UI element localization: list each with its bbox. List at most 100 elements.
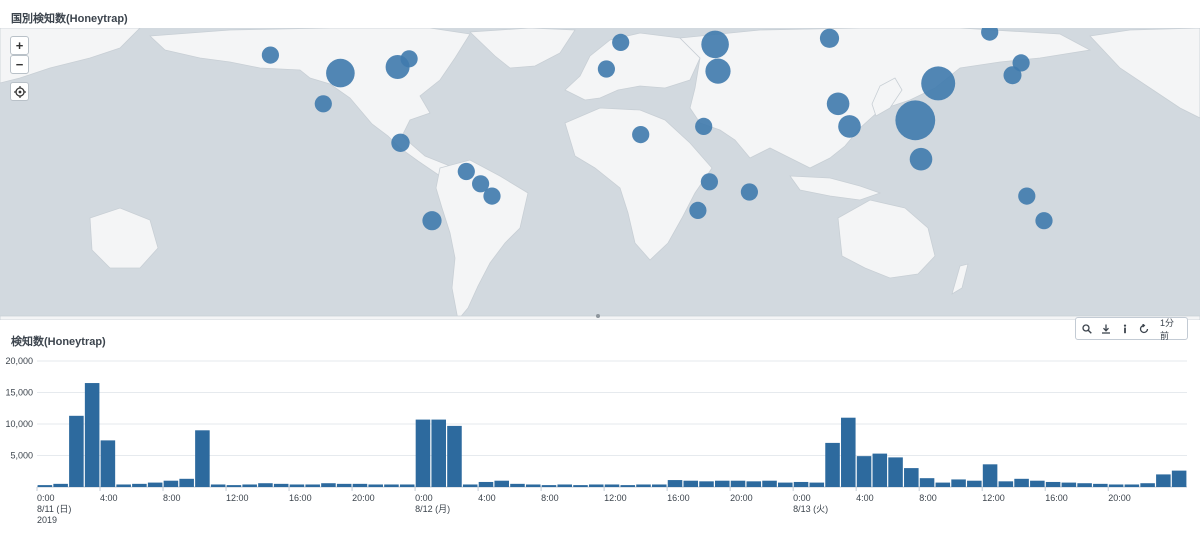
chart-bar[interactable] xyxy=(53,483,68,487)
map-marker[interactable] xyxy=(632,126,650,144)
resize-handle[interactable] xyxy=(596,314,600,318)
chart-bar[interactable] xyxy=(1030,480,1045,487)
chart-bar[interactable] xyxy=(195,430,210,487)
map-marker[interactable] xyxy=(981,28,999,41)
chart-bar[interactable] xyxy=(384,484,399,487)
chart-bar[interactable] xyxy=(510,483,525,487)
map-marker[interactable] xyxy=(921,66,956,101)
chart-bar[interactable] xyxy=(699,481,714,487)
chart-bar[interactable] xyxy=(856,456,872,487)
chart-bar[interactable] xyxy=(352,483,368,487)
chart-bar[interactable] xyxy=(919,478,935,487)
chart-bar[interactable] xyxy=(841,417,856,487)
chart-bar[interactable] xyxy=(1140,483,1155,487)
chart-bar[interactable] xyxy=(321,483,336,487)
chart-bar[interactable] xyxy=(935,482,951,487)
map-marker[interactable] xyxy=(740,183,759,201)
chart-bar[interactable] xyxy=(951,479,966,487)
map-marker[interactable] xyxy=(689,201,707,219)
chart-bar[interactable] xyxy=(132,483,147,487)
chart-bar[interactable] xyxy=(368,484,383,487)
chart-bar[interactable] xyxy=(982,464,998,487)
chart-bar[interactable] xyxy=(69,415,84,487)
map-marker[interactable] xyxy=(1035,212,1053,230)
map-marker[interactable] xyxy=(700,173,719,191)
map-marker[interactable] xyxy=(612,33,630,51)
chart-bar[interactable] xyxy=(541,485,557,487)
zoom-in-button[interactable]: + xyxy=(10,36,29,55)
chart-bar[interactable] xyxy=(37,485,53,487)
map-marker[interactable] xyxy=(826,92,850,116)
chart-bar[interactable] xyxy=(620,485,636,487)
chart-bar[interactable] xyxy=(746,481,762,487)
chart-bar[interactable] xyxy=(1045,481,1061,487)
chart-bar[interactable] xyxy=(809,482,825,487)
map-marker[interactable] xyxy=(1003,66,1022,85)
map-marker[interactable] xyxy=(314,95,332,113)
map-marker[interactable] xyxy=(895,100,936,141)
chart-bar[interactable] xyxy=(147,482,163,487)
chart-bar[interactable] xyxy=(588,484,604,487)
chart-bar[interactable] xyxy=(242,484,257,487)
chart-bar[interactable] xyxy=(998,481,1014,487)
chart-bar[interactable] xyxy=(1014,478,1029,487)
chart-bar[interactable] xyxy=(1077,483,1092,487)
chart-bar[interactable] xyxy=(1124,484,1140,487)
map-marker[interactable] xyxy=(261,46,279,64)
chart-bar[interactable] xyxy=(778,482,793,487)
chart-bar[interactable] xyxy=(872,453,888,487)
map-marker[interactable] xyxy=(695,117,713,135)
chart-bar[interactable] xyxy=(1061,482,1077,487)
chart-bar[interactable] xyxy=(1156,474,1171,487)
map-marker[interactable] xyxy=(472,175,490,193)
chart-bar[interactable] xyxy=(210,484,226,487)
chart-bar[interactable] xyxy=(226,485,242,487)
chart-bar[interactable] xyxy=(1108,484,1124,487)
map-marker[interactable] xyxy=(483,187,501,205)
map-marker[interactable] xyxy=(1012,54,1030,72)
map-marker[interactable] xyxy=(326,58,355,88)
map-marker[interactable] xyxy=(422,211,442,231)
map-marker[interactable] xyxy=(819,28,840,48)
refresh-icon[interactable] xyxy=(1139,322,1150,336)
chart-bar[interactable] xyxy=(793,481,809,487)
chart-bar[interactable] xyxy=(494,480,509,487)
chart-bar[interactable] xyxy=(825,442,840,487)
chart-bar[interactable] xyxy=(84,383,100,487)
map-marker[interactable] xyxy=(391,133,410,152)
zoom-out-button[interactable]: − xyxy=(10,55,29,74)
map-marker[interactable] xyxy=(457,162,475,181)
chart-bar[interactable] xyxy=(100,440,116,487)
map-marker[interactable] xyxy=(705,58,731,84)
download-icon[interactable] xyxy=(1101,322,1112,336)
chart-bar[interactable] xyxy=(1093,483,1108,487)
chart-bar[interactable] xyxy=(525,484,541,487)
chart-bar[interactable] xyxy=(573,485,588,487)
chart-bar[interactable] xyxy=(305,484,320,487)
chart-bar[interactable] xyxy=(636,484,651,487)
chart-bar[interactable] xyxy=(163,480,179,487)
chart-bar[interactable] xyxy=(762,480,777,487)
chart-bar[interactable] xyxy=(289,484,305,487)
chart-bar[interactable] xyxy=(651,484,667,487)
map-marker[interactable] xyxy=(400,50,418,68)
map-marker[interactable] xyxy=(1018,187,1036,205)
chart-bar[interactable] xyxy=(1171,470,1187,487)
magnifier-icon[interactable] xyxy=(1082,322,1093,336)
chart-bar[interactable] xyxy=(604,484,620,487)
chart-bar[interactable] xyxy=(179,478,194,487)
chart-bar[interactable] xyxy=(415,419,431,487)
locate-button[interactable] xyxy=(10,82,29,101)
chart-bar[interactable] xyxy=(273,483,289,487)
map-marker[interactable] xyxy=(909,147,933,171)
chart-bar[interactable] xyxy=(667,480,683,487)
chart-bar[interactable] xyxy=(462,484,478,487)
map-marker[interactable] xyxy=(838,115,861,138)
chart-bar[interactable] xyxy=(431,419,446,487)
chart-bar[interactable] xyxy=(447,425,462,487)
chart-bar[interactable] xyxy=(116,484,131,487)
chart-bar[interactable] xyxy=(888,457,903,487)
chart-bar[interactable] xyxy=(258,483,273,487)
chart-bar[interactable] xyxy=(399,484,415,487)
